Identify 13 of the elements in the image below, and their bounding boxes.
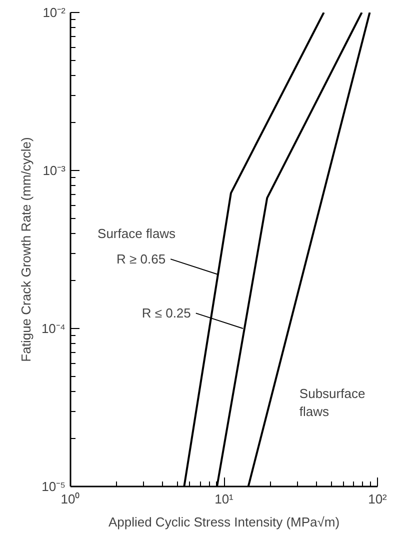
x-tick-label: 10² bbox=[368, 492, 388, 506]
y-tick-label: 10⁻³ bbox=[42, 163, 66, 178]
y-tick-label: 10⁻⁵ bbox=[42, 479, 66, 494]
x-tick-label: 10⁰ bbox=[60, 492, 80, 506]
y-axis-title: Fatigue Crack Growth Rate (mm/cycle) bbox=[18, 137, 34, 362]
y-tick-label: 10⁻⁴ bbox=[41, 321, 66, 336]
annotation: R ≥ 0.65 bbox=[116, 252, 166, 267]
annotation: Surface flaws bbox=[98, 226, 176, 241]
annotation: Subsurface flaws bbox=[299, 386, 366, 420]
x-axis-title: Applied Cyclic Stress Intensity (MPa√m) bbox=[108, 514, 340, 530]
annotation: R ≤ 0.25 bbox=[142, 306, 191, 321]
x-tick-label: 10¹ bbox=[214, 492, 234, 506]
y-tick-label: 10⁻² bbox=[42, 5, 66, 20]
